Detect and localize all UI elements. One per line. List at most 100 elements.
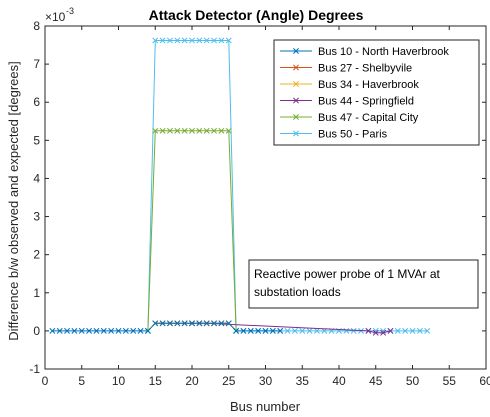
x-tick-label: 40 (332, 374, 346, 388)
data-point (181, 127, 188, 134)
legend-box (273, 39, 480, 146)
data-point (115, 327, 122, 334)
y-tick-label: 7 (33, 57, 40, 71)
data-point (78, 327, 85, 334)
data-point (350, 327, 357, 334)
data-point (166, 320, 173, 327)
data-point (166, 127, 173, 134)
data-point (203, 37, 210, 44)
data-point (49, 327, 56, 334)
data-point (218, 127, 225, 134)
data-point (189, 127, 195, 134)
data-point (291, 327, 298, 334)
y-tick-label: 1 (33, 286, 40, 300)
data-point (211, 37, 218, 44)
legend-swatch-marker (293, 48, 299, 54)
data-point (402, 327, 409, 334)
x-tick-label: 55 (443, 374, 457, 388)
y-axis-multiplier: ×10 -3 (45, 6, 74, 24)
legend-label: Bus 34 - Haverbrook (318, 79, 419, 91)
y-tick-label: 4 (33, 171, 40, 185)
series-1 (49, 320, 284, 334)
data-point (159, 127, 166, 134)
x-tick-label: 50 (406, 374, 420, 388)
data-point (240, 327, 247, 334)
chart-title: Attack Detector (Angle) Degrees (149, 7, 364, 23)
data-point (299, 327, 306, 334)
data-point (181, 320, 188, 327)
data-point (108, 327, 115, 334)
data-point (189, 37, 195, 44)
data-point (262, 327, 269, 334)
data-point (211, 127, 218, 134)
y-tick-label: 8 (33, 19, 40, 33)
data-point (211, 320, 218, 327)
y-tick-label: 0 (33, 324, 40, 338)
data-point (152, 320, 159, 327)
y-tick-label: 2 (33, 248, 40, 262)
data-point (372, 329, 379, 336)
data-point (71, 327, 78, 334)
legend-item: Bus 47 - Capital City (280, 112, 419, 124)
data-point (174, 37, 181, 44)
x-tick-label: 45 (369, 374, 383, 388)
data-point (100, 327, 107, 334)
y-multiplier-base: ×10 (45, 10, 66, 24)
legend-label: Bus 10 - North Haverbrook (318, 46, 449, 58)
legend-label: Bus 47 - Capital City (318, 112, 419, 124)
x-tick-label: 10 (112, 374, 126, 388)
data-point (181, 37, 188, 44)
data-point (424, 327, 431, 334)
legend-swatch-marker (293, 97, 299, 104)
y-multiplier-exponent: -3 (66, 6, 74, 16)
legend-swatch-marker (293, 64, 299, 71)
data-point (64, 327, 71, 334)
x-tick-label: 60 (479, 374, 490, 388)
data-point (343, 327, 350, 334)
data-point (152, 37, 159, 44)
data-point (225, 320, 232, 327)
legend-label: Bus 44 - Springfield (318, 96, 414, 108)
data-point (86, 327, 93, 334)
legend-label: Bus 27 - Shelbyvile (318, 63, 412, 75)
data-point (196, 37, 203, 44)
data-point (387, 327, 394, 334)
data-point (196, 127, 203, 134)
annotation-border (248, 259, 479, 309)
data-point (189, 320, 195, 327)
data-point (130, 327, 137, 334)
data-point (380, 329, 387, 336)
legend-label: Bus 50 - Paris (318, 129, 388, 141)
data-point (247, 327, 254, 334)
legend-swatch-marker (293, 81, 299, 87)
legend-swatch-marker (293, 130, 299, 137)
x-tick-label: 5 (78, 374, 85, 388)
legend-item: Bus 44 - Springfield (280, 96, 414, 108)
data-point (225, 37, 232, 44)
data-point (144, 327, 151, 334)
y-tick-label: -1 (29, 362, 40, 376)
data-point (365, 327, 372, 334)
x-tick-label: 15 (149, 374, 163, 388)
legend-item: Bus 50 - Paris (280, 129, 388, 141)
series-layer (49, 37, 431, 336)
annotation-box: Reactive power probe of 1 MVAr at substat… (248, 259, 479, 309)
data-point (159, 37, 166, 44)
data-point (284, 327, 291, 334)
legend-item: Bus 27 - Shelbyvile (280, 63, 412, 75)
data-point (306, 327, 313, 334)
data-point (159, 320, 166, 327)
annotation-line: Reactive power probe of 1 MVAr at (254, 267, 441, 281)
data-point (196, 320, 203, 327)
data-point (174, 127, 181, 134)
data-point (203, 127, 210, 134)
data-point (203, 320, 210, 327)
legend-swatch-marker (293, 114, 299, 120)
data-point (218, 320, 225, 327)
data-point (225, 127, 232, 134)
x-tick-label: 30 (259, 374, 273, 388)
data-point (269, 327, 276, 334)
data-point (166, 37, 173, 44)
